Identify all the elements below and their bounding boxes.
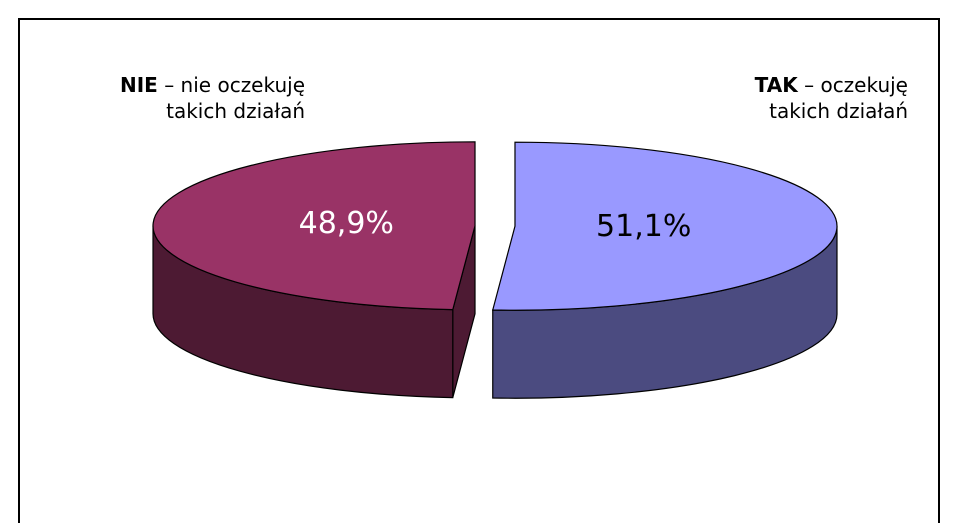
category-label-line2: takich działań: [769, 99, 908, 123]
category-label: TAK – oczekuję: [755, 73, 908, 97]
category-name: NIE: [120, 73, 158, 97]
slice-top: [491, 141, 838, 311]
category-description: – oczekuję: [804, 73, 908, 97]
category-label-line2: takich działań: [166, 99, 305, 123]
category-name: TAK: [755, 73, 800, 97]
category-label: NIE – nie oczekuję: [120, 73, 305, 97]
value-label: 51,1%: [596, 209, 691, 244]
value-label: 48,9%: [299, 206, 394, 241]
category-description: – nie oczekuję: [164, 73, 305, 97]
slice-top: [152, 141, 476, 311]
